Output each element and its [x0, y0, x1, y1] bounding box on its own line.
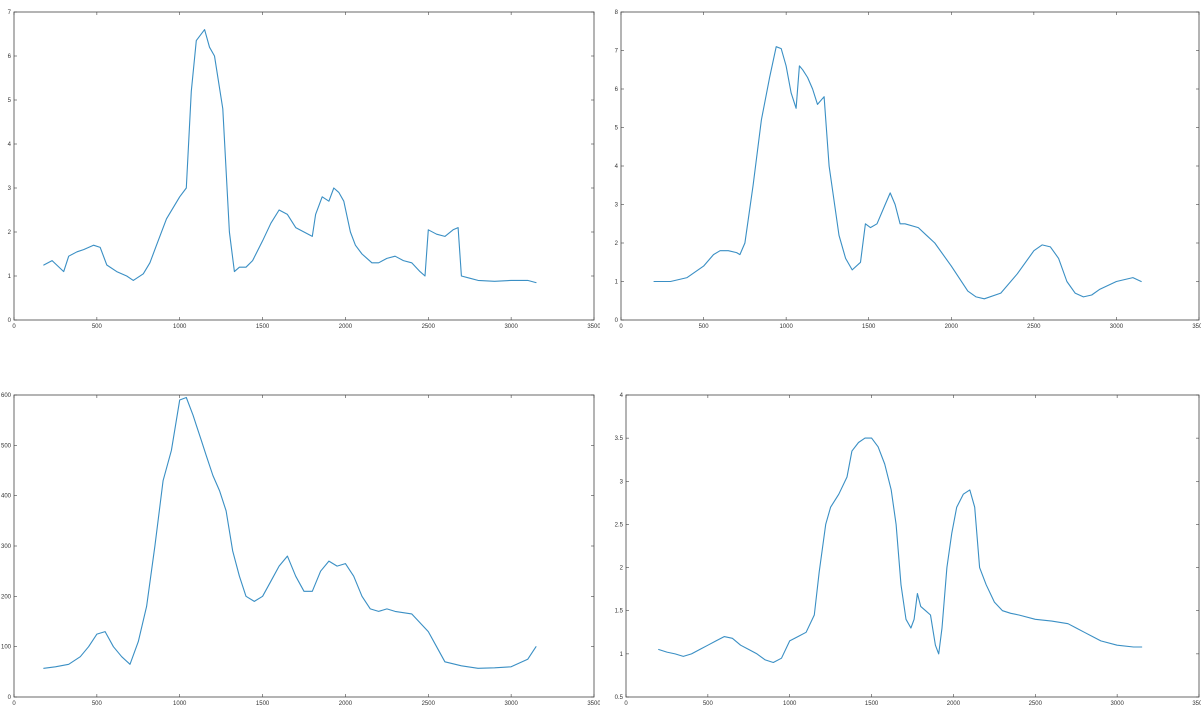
- y-tick-label: 600: [1, 393, 12, 399]
- y-tick-label: 2.5: [615, 522, 624, 528]
- chart-panel-top-left: 0 500 1000 1500 2000 2500 3000 3500 0 1 2 3 4 5 6 7: [0, 0, 600, 334]
- x-tick-label: 500: [92, 701, 103, 706]
- x-tick-label: 1000: [173, 324, 187, 330]
- y-tick-label: 5: [8, 98, 12, 104]
- series-line-0: [43, 396, 537, 669]
- x-tick-label: 2500: [1029, 701, 1043, 706]
- x-tick-label: 0: [12, 324, 16, 330]
- axes-box: [13, 11, 595, 321]
- y-tick-label: 0: [615, 318, 619, 324]
- y-tick-label: 6: [615, 87, 619, 93]
- x-tick-label: 3000: [504, 701, 518, 706]
- y-tick-label: 7: [615, 49, 619, 55]
- x-tick-label: 3000: [1110, 701, 1124, 706]
- x-tick-label: 1000: [783, 701, 797, 706]
- x-tick-label: 1000: [173, 701, 187, 706]
- x-tick-label: 3500: [1192, 701, 1201, 706]
- y-tick-label: 0: [8, 318, 12, 324]
- y-tick-label: 300: [1, 544, 12, 550]
- y-tick-label: 500: [1, 443, 12, 449]
- y-tick-label: 3: [8, 186, 12, 192]
- x-tick-label: 3000: [1110, 324, 1124, 330]
- y-tick-label: 3: [615, 203, 619, 209]
- x-tick-label: 500: [699, 324, 710, 330]
- x-tick-label: 2000: [339, 701, 353, 706]
- chart-panel-bottom-right: 0 500 1000 1500 2000 2500 3000 3500 0.5 1 1.5 2 2.5 3…: [602, 385, 1201, 706]
- x-tick-label: 2000: [947, 701, 961, 706]
- y-tick-label: 2: [620, 566, 624, 572]
- x-tick-label: 1500: [256, 701, 270, 706]
- y-tick-label: 8: [615, 10, 619, 16]
- y-tick-label: 3.5: [615, 436, 624, 442]
- x-tick-label: 1500: [256, 324, 270, 330]
- y-tick-label: 4: [620, 393, 624, 399]
- y-tick-label: 100: [1, 645, 12, 651]
- y-tick-label: 0.5: [615, 695, 624, 701]
- x-tick-label: 3500: [587, 324, 600, 330]
- x-tick-label: 3500: [1192, 324, 1201, 330]
- line-chart-top-left: 0 500 1000 1500 2000 2500 3000 3500 0 1 2 3 4 5 6 7: [8, 10, 600, 330]
- y-tick-label: 4: [8, 142, 12, 148]
- y-tick-label: 0: [8, 695, 12, 701]
- x-tick-label: 1000: [779, 324, 793, 330]
- x-tick-label: 1500: [862, 324, 876, 330]
- y-tick-label: 1: [615, 280, 619, 286]
- x-tick-label: 1500: [865, 701, 879, 706]
- series-line-0: [653, 46, 1142, 300]
- x-tick-label: 0: [624, 701, 628, 706]
- x-tick-label: 2000: [945, 324, 959, 330]
- y-tick-label: 2: [8, 230, 12, 236]
- x-tick-label: 0: [619, 324, 623, 330]
- y-tick-label: 2: [615, 241, 619, 247]
- x-tick-label: 3000: [504, 324, 518, 330]
- y-tick-label: 5: [615, 126, 619, 132]
- series-line-0: [658, 437, 1143, 664]
- x-tick-label: 2500: [1027, 324, 1041, 330]
- x-tick-label: 500: [703, 701, 714, 706]
- y-tick-label: 1.5: [615, 609, 624, 615]
- y-tick-label: 3: [620, 479, 624, 485]
- x-tick-label: 0: [12, 701, 16, 706]
- axes-box: [13, 394, 595, 698]
- y-tick-label: 1: [620, 652, 624, 658]
- x-tick-label: 2500: [422, 324, 436, 330]
- y-tick-label: 4: [615, 164, 619, 170]
- x-tick-label: 2000: [339, 324, 353, 330]
- chart-panel-bottom-left: 0 500 1000 1500 2000 2500 3000 3500 0 100 200 300 40…: [0, 385, 600, 706]
- line-chart-top-right: 0 500 1000 1500 2000 2500 3000 3500 0 1 2 3 4 5 6 7 8: [615, 10, 1201, 330]
- x-tick-label: 500: [92, 324, 103, 330]
- y-tick-label: 6: [8, 54, 12, 60]
- x-tick-label: 3500: [587, 701, 600, 706]
- y-tick-label: 400: [1, 494, 12, 500]
- x-tick-label: 2500: [422, 701, 436, 706]
- y-tick-label: 7: [8, 10, 12, 16]
- y-tick-label: 200: [1, 594, 12, 600]
- line-chart-bottom-left: 0 500 1000 1500 2000 2500 3000 3500 0 100 200 300 40…: [1, 393, 600, 706]
- y-tick-label: 1: [8, 274, 12, 280]
- chart-panel-top-right: 0 500 1000 1500 2000 2500 3000 3500 0 1 2 3 4 5 6 7 8: [602, 0, 1201, 334]
- axes-box: [625, 394, 1200, 698]
- axes-box: [620, 11, 1200, 321]
- series-line-0: [43, 29, 537, 284]
- line-chart-bottom-right: 0 500 1000 1500 2000 2500 3000 3500 0.5 1 1.5 2 2.5 3…: [615, 393, 1201, 706]
